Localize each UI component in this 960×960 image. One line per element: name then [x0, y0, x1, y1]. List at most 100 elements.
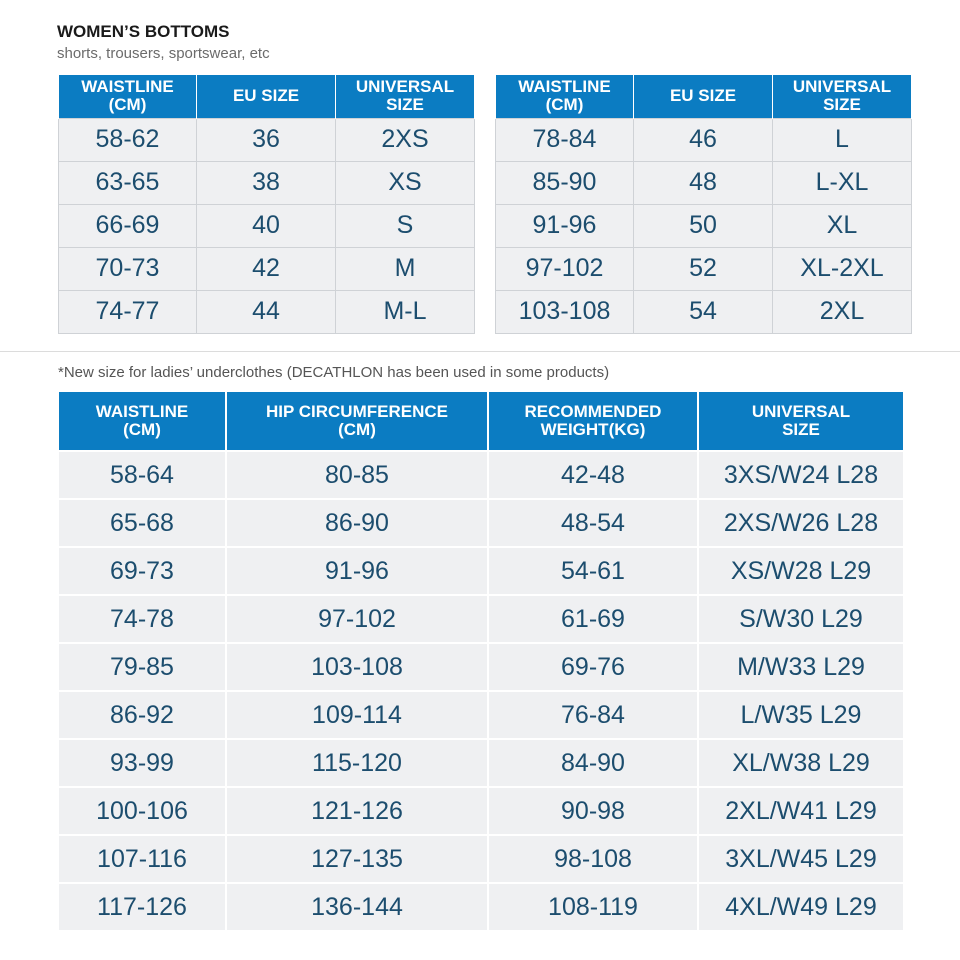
table-cell: 86-92 [57, 690, 227, 740]
table-cell: 127-135 [225, 834, 489, 884]
table-cell: 78-84 [495, 117, 634, 162]
table-cell: 80-85 [225, 450, 489, 500]
table-cell: 69-76 [487, 642, 699, 692]
table-row: 117-126 136-144 108-119 4XL/W49 L29 [57, 882, 905, 932]
table-row: 78-84 46 L [495, 117, 912, 162]
note: *New size for ladies’ underclothes (DECA… [58, 364, 610, 381]
table-row: 100-106 121-126 90-98 2XL/W41 L29 [57, 786, 905, 836]
table-cell: 86-90 [225, 498, 489, 548]
table-cell: 38 [196, 160, 336, 205]
table-cell: 84-90 [487, 738, 699, 788]
table-cell: 2XL [772, 289, 912, 334]
table-cell: M [335, 246, 475, 291]
size-table: WAISTLINE (CM) EU SIZE UNIVERSAL SIZE 58-62… [58, 75, 475, 334]
column-header: WAISTLINE (CM) [58, 75, 197, 118]
column-header: UNIVERSAL SIZE [772, 75, 912, 118]
table-cell: 107-116 [57, 834, 227, 884]
table-cell: 54-61 [487, 546, 699, 596]
table-cell: 76-84 [487, 690, 699, 740]
table-cell: L/W35 L29 [697, 690, 905, 740]
table-cell: L-XL [772, 160, 912, 205]
table-row: 86-92 109-114 76-84 L/W35 L29 [57, 690, 905, 740]
table-cell: S/W30 L29 [697, 594, 905, 644]
header-row: WAISTLINE (CM) HIP CIRCUMFERENCE (CM) RECO… [57, 390, 905, 452]
table-cell: M-L [335, 289, 475, 334]
table-cell: XL/W38 L29 [697, 738, 905, 788]
table-row: 103-108 54 2XL [495, 289, 912, 334]
table-row: 58-64 80-85 42-48 3XS/W24 L28 [57, 450, 905, 500]
table-cell: 98-108 [487, 834, 699, 884]
table-cell: 61-69 [487, 594, 699, 644]
table-cell: 97-102 [225, 594, 489, 644]
column-header: RECOMMENDED WEIGHT(KG) [487, 390, 699, 452]
table-cell: 93-99 [57, 738, 227, 788]
table-cell: 103-108 [225, 642, 489, 692]
table-cell: 58-62 [58, 117, 197, 162]
table-row: 97-102 52 XL-2XL [495, 246, 912, 291]
table-cell: 2XS/W26 L28 [697, 498, 905, 548]
table-row: 74-77 44 M-L [58, 289, 475, 334]
table-cell: 91-96 [495, 203, 634, 248]
table-cell: 108-119 [487, 882, 699, 932]
table-cell: XL-2XL [772, 246, 912, 291]
size-table: WAISTLINE (CM) HIP CIRCUMFERENCE (CM) RECO… [57, 390, 905, 932]
table-row: 93-99 115-120 84-90 XL/W38 L29 [57, 738, 905, 788]
title: WOMEN’S BOTTOMS [57, 22, 230, 41]
header-row: WAISTLINE (CM) EU SIZE UNIVERSAL SIZE [495, 75, 912, 118]
column-header: HIP CIRCUMFERENCE (CM) [225, 390, 489, 452]
table-cell: 4XL/W49 L29 [697, 882, 905, 932]
table-cell: 3XS/W24 L28 [697, 450, 905, 500]
table-cell: 74-77 [58, 289, 197, 334]
table-row: 79-85 103-108 69-76 M/W33 L29 [57, 642, 905, 692]
table-row: 91-96 50 XL [495, 203, 912, 248]
table-cell: 109-114 [225, 690, 489, 740]
table-cell: XS/W28 L29 [697, 546, 905, 596]
column-header: EU SIZE [633, 75, 773, 118]
table-cell: 48 [633, 160, 773, 205]
table-cell: 91-96 [225, 546, 489, 596]
table-cell: 42 [196, 246, 336, 291]
table-cell: 2XL/W41 L29 [697, 786, 905, 836]
table-cell: 42-48 [487, 450, 699, 500]
column-header: EU SIZE [196, 75, 336, 118]
table-cell: 40 [196, 203, 336, 248]
table-row: 63-65 38 XS [58, 160, 475, 205]
column-header: WAISTLINE (CM) [495, 75, 634, 118]
table-cell: 85-90 [495, 160, 634, 205]
table-cell: 65-68 [57, 498, 227, 548]
table-cell: 97-102 [495, 246, 634, 291]
table-cell: 100-106 [57, 786, 227, 836]
table-cell: S [335, 203, 475, 248]
table-row: 58-62 36 2XS [58, 117, 475, 162]
column-header: UNIVERSAL SIZE [335, 75, 475, 118]
table-cell: 66-69 [58, 203, 197, 248]
table-row: 74-78 97-102 61-69 S/W30 L29 [57, 594, 905, 644]
table-cell: 103-108 [495, 289, 634, 334]
divider [0, 351, 960, 352]
table-row: 70-73 42 M [58, 246, 475, 291]
table-cell: 74-78 [57, 594, 227, 644]
table-row: 66-69 40 S [58, 203, 475, 248]
table-cell: L [772, 117, 912, 162]
table-row: 107-116 127-135 98-108 3XL/W45 L29 [57, 834, 905, 884]
header-row: WAISTLINE (CM) EU SIZE UNIVERSAL SIZE [58, 75, 475, 118]
table-cell: 69-73 [57, 546, 227, 596]
table-cell: 79-85 [57, 642, 227, 692]
table-cell: 136-144 [225, 882, 489, 932]
table-row: 69-73 91-96 54-61 XS/W28 L29 [57, 546, 905, 596]
table-cell: 36 [196, 117, 336, 162]
table-cell: 58-64 [57, 450, 227, 500]
column-header: UNIVERSAL SIZE [697, 390, 905, 452]
table-cell: 44 [196, 289, 336, 334]
table-cell: XL [772, 203, 912, 248]
table-cell: 90-98 [487, 786, 699, 836]
table-cell: M/W33 L29 [697, 642, 905, 692]
table-cell: XS [335, 160, 475, 205]
subtitle: shorts, trousers, sportswear, etc [57, 45, 270, 62]
table-row: 65-68 86-90 48-54 2XS/W26 L28 [57, 498, 905, 548]
table-cell: 2XS [335, 117, 475, 162]
table-cell: 54 [633, 289, 773, 334]
table-cell: 115-120 [225, 738, 489, 788]
table-cell: 52 [633, 246, 773, 291]
